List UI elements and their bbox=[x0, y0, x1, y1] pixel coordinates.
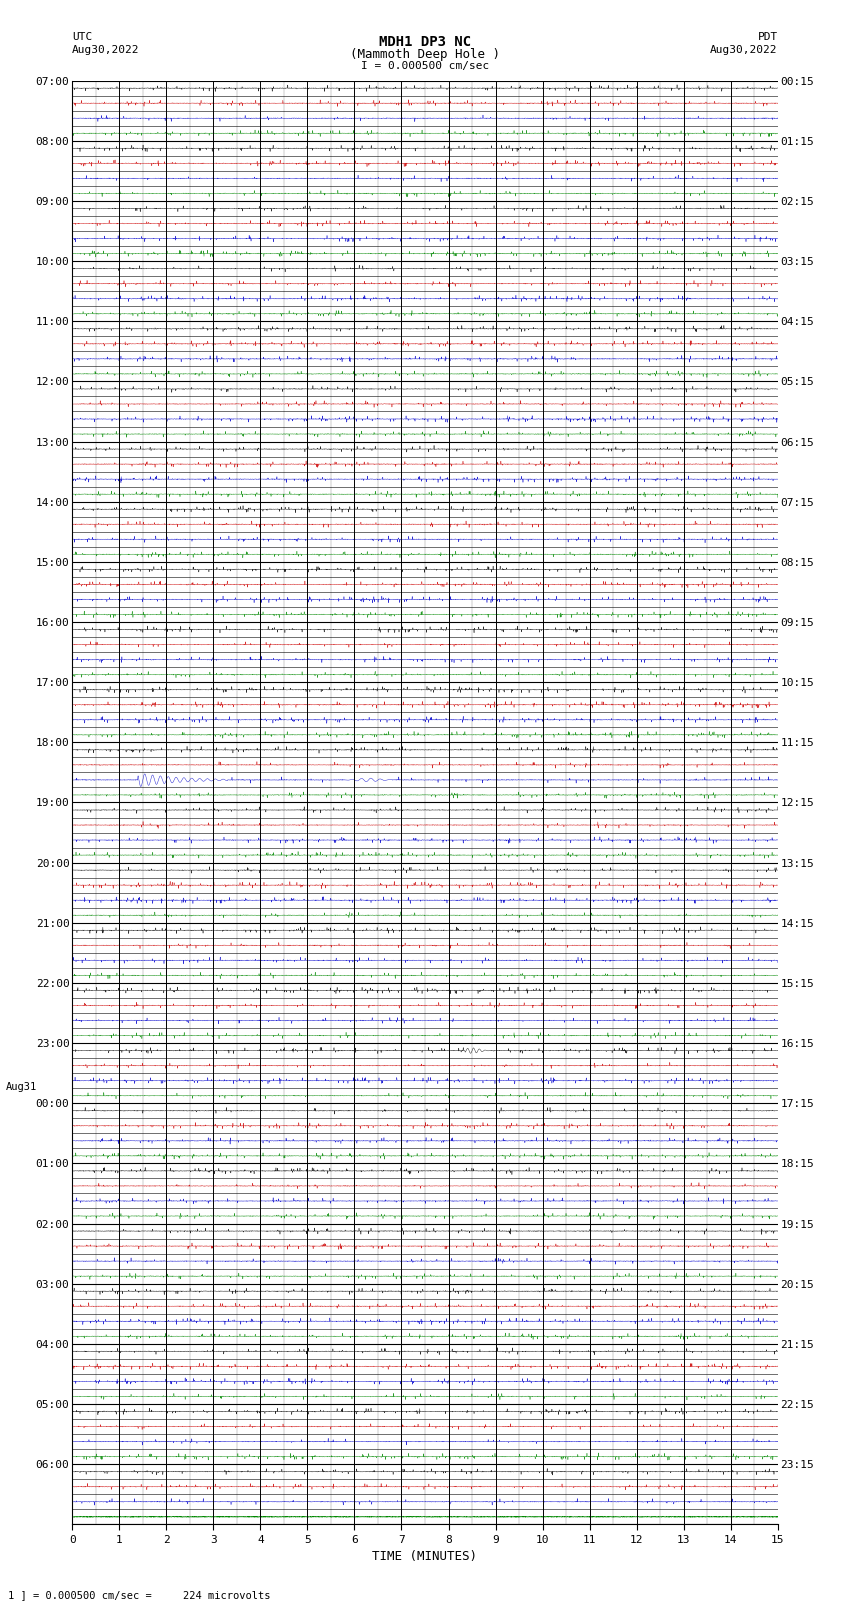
Text: 1 ] = 0.000500 cm/sec =     224 microvolts: 1 ] = 0.000500 cm/sec = 224 microvolts bbox=[8, 1590, 271, 1600]
Text: I = 0.000500 cm/sec: I = 0.000500 cm/sec bbox=[361, 61, 489, 71]
X-axis label: TIME (MINUTES): TIME (MINUTES) bbox=[372, 1550, 478, 1563]
Text: (Mammoth Deep Hole ): (Mammoth Deep Hole ) bbox=[350, 48, 500, 61]
Text: Aug31: Aug31 bbox=[6, 1082, 37, 1092]
Text: Aug30,2022: Aug30,2022 bbox=[711, 45, 778, 55]
Text: UTC: UTC bbox=[72, 32, 93, 42]
Text: Aug30,2022: Aug30,2022 bbox=[72, 45, 139, 55]
Text: MDH1 DP3 NC: MDH1 DP3 NC bbox=[379, 35, 471, 50]
Text: PDT: PDT bbox=[757, 32, 778, 42]
